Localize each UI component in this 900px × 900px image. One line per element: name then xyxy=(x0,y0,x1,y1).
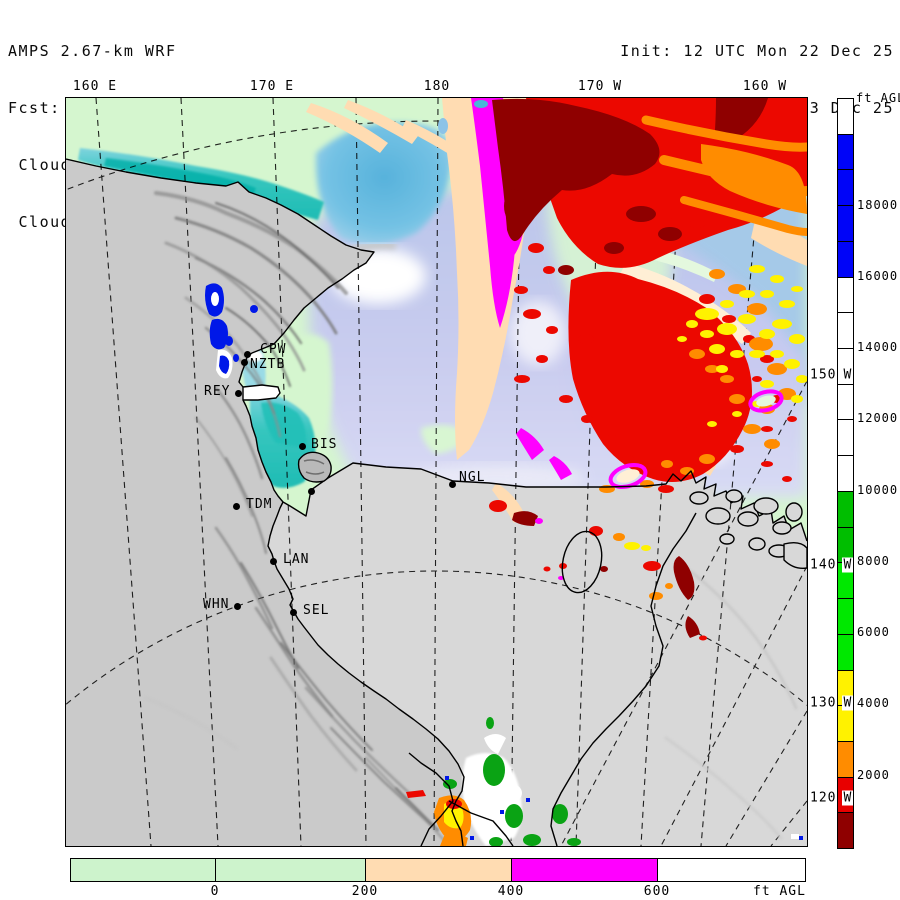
bcb-tick-400: 400 xyxy=(497,884,525,899)
bcb-tick-200: 200 xyxy=(351,884,379,899)
station-dot-ngl[interactable] xyxy=(449,481,456,488)
colorbar-cell xyxy=(838,241,853,278)
right-colorbar-unit: ft AGL xyxy=(856,91,900,105)
lon-edge-150w: 150 W xyxy=(810,367,854,383)
colorbar-cell xyxy=(838,420,853,457)
cb-tick-2000: 2000 xyxy=(857,768,890,782)
lon-edge-130w: 130 W xyxy=(810,695,854,711)
colorbar-cell xyxy=(838,456,853,492)
cloud-fields xyxy=(205,98,807,846)
land-victoria xyxy=(66,159,464,846)
station-label-ngl[interactable]: NGL xyxy=(459,470,486,485)
bcb-tick-600: 600 xyxy=(643,884,671,899)
ceiling-colorbar-vertical xyxy=(837,98,854,849)
colorbar-cell xyxy=(838,599,853,635)
cb-tick-12000: 12000 xyxy=(857,411,899,425)
lon-label-170e: 170 E xyxy=(249,79,295,94)
station-dot-bis[interactable] xyxy=(299,443,306,450)
eye-feature-2 xyxy=(748,389,784,413)
station-dot-sel[interactable] xyxy=(290,609,297,616)
cb-tick-10000: 10000 xyxy=(857,483,899,497)
lon-label-160w: 160 W xyxy=(742,79,788,94)
colorbar-cell xyxy=(838,99,853,135)
station-label-tdm[interactable]: TDM xyxy=(246,497,273,512)
lon-label-170w: 170 W xyxy=(577,79,623,94)
colorbar-cell xyxy=(838,134,853,171)
station-label-rey[interactable]: REY xyxy=(204,384,231,399)
colorbar-cell xyxy=(838,170,853,207)
map-canvas xyxy=(66,98,807,846)
bottom-cloud-cluster xyxy=(406,717,581,846)
colorbar-segment xyxy=(366,859,512,881)
colorbar-cell xyxy=(838,813,853,849)
colorbar-segment xyxy=(71,859,216,881)
cb-tick-16000: 16000 xyxy=(857,269,899,283)
forecast-map[interactable] xyxy=(65,97,808,847)
colorbar-cell xyxy=(838,634,853,671)
colorbar-cell xyxy=(838,491,853,528)
station-dot-nztb[interactable] xyxy=(241,359,248,366)
ross-ice-shelf xyxy=(268,463,807,846)
colorbar-segment xyxy=(512,859,658,881)
bottom-colorbar-unit: ft AGL xyxy=(753,884,806,899)
station-dot-unlabeled[interactable] xyxy=(308,488,315,495)
station-dot-lan[interactable] xyxy=(270,558,277,565)
station-label-nztb[interactable]: NZTB xyxy=(250,357,286,372)
lon-label-160e: 160 E xyxy=(72,79,118,94)
cb-tick-14000: 14000 xyxy=(857,340,899,354)
cb-tick-18000: 18000 xyxy=(857,198,899,212)
colorbar-cell xyxy=(838,741,853,778)
model-title: AMPS 2.67-km WRF xyxy=(8,42,177,60)
colorbar-cell xyxy=(838,313,853,350)
cb-tick-4000: 4000 xyxy=(857,696,890,710)
colorbar-cell xyxy=(838,706,853,742)
colorbar-cell xyxy=(838,206,853,242)
blue-ceiling-spots xyxy=(205,283,258,379)
station-dot-rey[interactable] xyxy=(235,390,242,397)
bcb-tick-0: 0 xyxy=(210,884,220,899)
station-dot-cpw[interactable] xyxy=(244,351,251,358)
colorbar-cell xyxy=(838,384,853,421)
ceiling-colorbar-horizontal xyxy=(70,858,806,882)
colorbar-cell xyxy=(838,277,853,314)
station-label-sel[interactable]: SEL xyxy=(303,603,330,618)
station-label-whn[interactable]: WHN xyxy=(203,597,230,612)
eye-feature-1 xyxy=(608,462,648,490)
station-label-bis[interactable]: BIS xyxy=(311,437,338,452)
colorbar-segment xyxy=(216,859,366,881)
colorbar-segment xyxy=(658,859,805,881)
lon-label-180: 180 xyxy=(423,79,451,94)
lon-edge-140w: 140 W xyxy=(810,557,854,573)
cb-tick-6000: 6000 xyxy=(857,625,890,639)
station-label-lan[interactable]: LAN xyxy=(283,552,310,567)
station-dot-whn[interactable] xyxy=(234,603,241,610)
station-dot-tdm[interactable] xyxy=(233,503,240,510)
init-time: Init: 12 UTC Mon 22 Dec 25 xyxy=(620,42,894,60)
cb-tick-8000: 8000 xyxy=(857,554,890,568)
lon-edge-120w: 120 W xyxy=(810,790,854,806)
shelf-cloud-spots xyxy=(489,500,707,641)
station-label-cpw[interactable]: CPW xyxy=(260,342,287,357)
terrain-texture xyxy=(144,191,798,845)
